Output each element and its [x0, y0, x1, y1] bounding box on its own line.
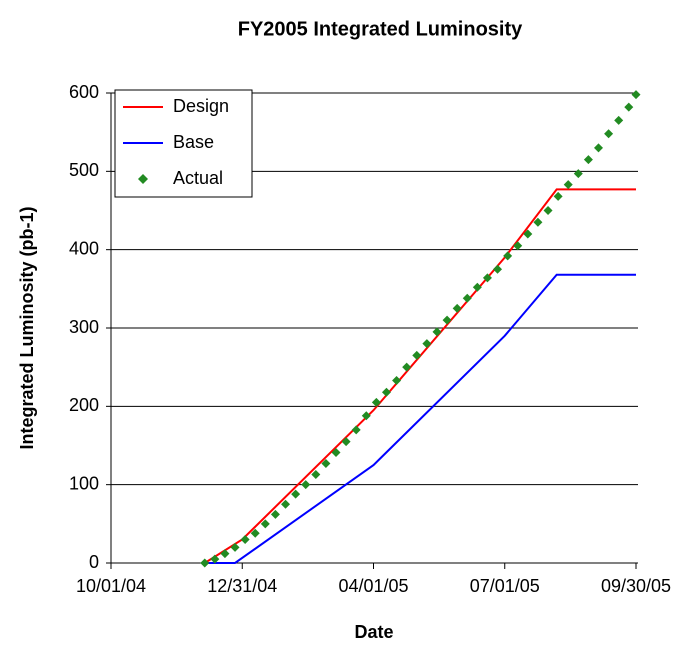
data-point	[402, 362, 412, 372]
data-point	[624, 102, 634, 112]
data-point	[422, 339, 432, 349]
data-point	[301, 480, 311, 490]
y-tick-label: 500	[69, 160, 99, 180]
data-point	[220, 549, 230, 559]
data-point	[553, 191, 563, 201]
data-point	[462, 293, 472, 303]
x-axis-label: Date	[354, 622, 393, 642]
data-point	[594, 143, 603, 153]
data-point	[210, 554, 220, 564]
data-point	[482, 273, 492, 283]
data-point	[291, 489, 301, 499]
y-axis-label: Integrated Luminosity (pb-1)	[17, 206, 37, 449]
data-point	[270, 509, 280, 519]
legend-label: Design	[173, 96, 229, 116]
y-tick-label: 100	[69, 473, 99, 493]
data-point	[341, 437, 351, 447]
data-point	[452, 303, 462, 313]
data-point	[533, 217, 543, 227]
data-point	[523, 229, 533, 239]
x-tick-label: 10/01/04	[76, 576, 146, 596]
data-point	[563, 180, 573, 190]
data-point	[583, 155, 593, 165]
x-tick-label: 04/01/05	[338, 576, 408, 596]
data-point	[381, 387, 391, 397]
y-tick-label: 200	[69, 395, 99, 415]
y-tick-label: 300	[69, 317, 99, 337]
data-point	[472, 282, 482, 292]
data-point	[200, 558, 210, 568]
legend-swatch	[138, 174, 148, 184]
data-point	[493, 264, 503, 274]
data-point	[311, 469, 321, 479]
legend-label: Base	[173, 132, 214, 152]
data-point	[573, 169, 583, 179]
data-point	[361, 411, 371, 421]
series-line	[204, 273, 636, 564]
data-point	[351, 425, 361, 435]
data-point	[260, 519, 270, 529]
data-point	[392, 375, 402, 385]
y-tick-label: 400	[69, 238, 99, 258]
data-point	[230, 542, 240, 552]
data-point	[631, 90, 641, 100]
data-point	[543, 206, 553, 215]
data-point	[614, 115, 624, 125]
y-tick-label: 0	[89, 552, 99, 572]
data-point	[412, 350, 422, 360]
x-tick-label: 07/01/05	[470, 576, 540, 596]
data-point	[371, 397, 381, 407]
data-point	[604, 129, 614, 139]
data-point	[503, 251, 513, 261]
data-point	[240, 535, 250, 544]
data-point	[281, 499, 291, 509]
chart-title: FY2005 Integrated Luminosity	[238, 18, 523, 40]
legend-label: Actual	[173, 168, 223, 188]
data-point	[513, 241, 523, 251]
data-point	[442, 315, 452, 325]
x-tick-label: 09/30/05	[601, 576, 671, 596]
y-tick-label: 600	[69, 82, 99, 102]
data-point	[331, 448, 341, 458]
series-line	[204, 188, 636, 564]
data-point	[321, 459, 331, 469]
data-point	[432, 327, 442, 337]
data-point	[250, 528, 260, 538]
x-tick-label: 12/31/04	[207, 576, 277, 596]
